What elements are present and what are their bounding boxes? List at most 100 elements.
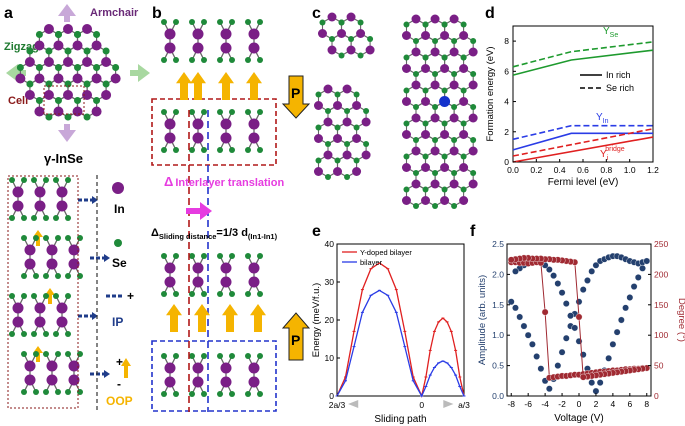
legend-oop-label: OOP (106, 394, 133, 408)
se-atom (74, 64, 82, 71)
se-atom (245, 19, 251, 25)
in-atom (468, 146, 478, 156)
se-atom (161, 57, 167, 63)
in-atom (323, 84, 333, 94)
y-tick-label-right: 100 (654, 330, 668, 340)
se-atom (55, 389, 61, 395)
in-atom (468, 47, 478, 57)
amplitude-point (575, 298, 583, 306)
in-atom (56, 316, 68, 328)
armchair-arrow-up (58, 4, 76, 22)
in-atom (24, 360, 36, 372)
in-atom (459, 97, 469, 106)
se-atom (189, 19, 195, 25)
ip-arrowhead (104, 254, 110, 262)
x-tick-label: -2 (558, 399, 566, 409)
in-atom (192, 132, 204, 144)
se-atom (432, 71, 439, 77)
in-atom (164, 118, 176, 130)
se-atom (353, 157, 360, 164)
se-atom (432, 170, 439, 176)
se-atom (74, 31, 82, 38)
y-tick-label: 2 (504, 127, 509, 137)
se-atom (315, 91, 322, 98)
amplitude-point (529, 340, 536, 348)
in-atom (34, 106, 45, 117)
se-atom (9, 177, 15, 183)
in-atom (82, 90, 93, 100)
label-y-i-bridge: Yi bridge (600, 146, 625, 162)
se-atom (344, 141, 351, 147)
in-atom (411, 14, 421, 24)
panel-letter-d: d (485, 5, 495, 22)
oop-arrow-top (176, 72, 192, 100)
se-atom (325, 108, 331, 114)
amplitude-point (558, 348, 566, 356)
y-tick-label: 10 (325, 353, 335, 363)
y-doped-structures (313, 12, 478, 209)
in-atom (248, 376, 260, 388)
in-atom (164, 362, 176, 374)
y-tick-label: 0 (329, 391, 334, 401)
amplitude-point (579, 286, 587, 293)
amplitude-point (630, 283, 638, 290)
se-atom (334, 91, 341, 98)
in-atom (449, 113, 459, 123)
degree-point (579, 373, 587, 381)
sliding-eq: =1/3 d (216, 227, 248, 239)
in-atom (82, 57, 93, 67)
legend-in-label: In (114, 202, 125, 216)
in-atom (449, 14, 459, 24)
in-atom (333, 134, 343, 143)
series-line (512, 136, 654, 163)
in-atom (164, 376, 176, 388)
y-tick-label: 0 (504, 157, 509, 167)
in-atom (401, 196, 411, 205)
x-tick-label: 1.0 (624, 165, 636, 175)
in-atom (12, 316, 24, 328)
se-atom (357, 19, 364, 26)
se-atom (54, 31, 62, 38)
se-atom (245, 109, 251, 115)
se-atom (460, 87, 467, 94)
in-atom (34, 73, 45, 84)
se-atom (54, 97, 62, 104)
in-atom (220, 42, 232, 54)
amplitude-point (537, 365, 545, 373)
in-atom (110, 73, 121, 84)
sliding-sub2: (In1-In1) (248, 232, 278, 241)
panel-a: a Armchair Zigzag Cell γ-InSe In Se + IP… (4, 4, 150, 412)
se-atom (257, 353, 263, 359)
armchair-arrow-down (58, 124, 76, 142)
in-atom (411, 146, 421, 156)
in-atom (12, 200, 24, 212)
in-atom (248, 276, 260, 288)
legend-oop-plus: + (116, 355, 123, 369)
x-axis-label: Voltage (V) (554, 413, 603, 424)
se-atom (422, 54, 429, 61)
se-atom (173, 253, 179, 259)
se-atom (53, 215, 59, 221)
in-atom (220, 28, 232, 40)
se-atom (229, 109, 235, 115)
ip-arrowhead (92, 312, 98, 320)
cell-label: Cell (8, 95, 28, 107)
y-tick-label: 4 (504, 97, 509, 107)
se-atom (102, 47, 110, 55)
oop-arrow-bottom (166, 304, 182, 332)
se-atom (441, 120, 448, 127)
in-atom (468, 113, 478, 123)
se-atom (257, 19, 263, 25)
se-atom (338, 52, 345, 59)
x-tick-label: 0.4 (554, 165, 566, 175)
degree-point (575, 313, 583, 321)
x-tick-label: -8 (507, 399, 515, 409)
se-atom (65, 351, 71, 357)
panel-letter-b: b (152, 5, 162, 22)
se-atom (189, 147, 195, 153)
se-atom (65, 293, 71, 299)
in-atom (352, 134, 362, 143)
in-atom (421, 196, 431, 205)
in-atom (12, 186, 24, 198)
